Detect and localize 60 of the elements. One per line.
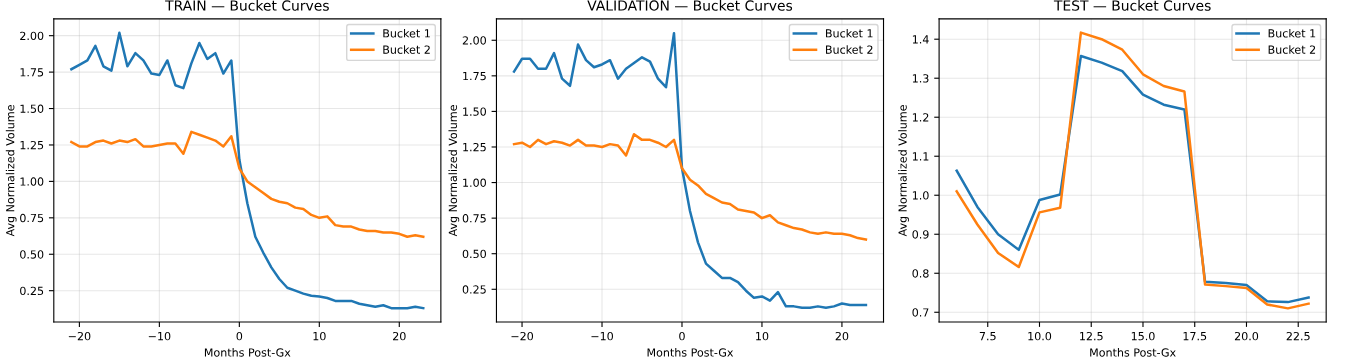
- legend-label: Bucket 2: [826, 45, 873, 54]
- legend-label: Bucket 1: [383, 28, 430, 38]
- y-tick-label: 0.25: [462, 285, 486, 294]
- x-tick-label: −20: [511, 331, 534, 341]
- line-series: [70, 130, 425, 239]
- y-axis-title: Avg Normalized Volume: [448, 105, 460, 237]
- y-tick-label: 0.8: [912, 269, 929, 278]
- y-tick-label: 0.25: [20, 286, 44, 296]
- y-tick-label: 0.9: [912, 230, 929, 239]
- y-tick-label: 1.75: [463, 71, 486, 81]
- y-axis-title: Avg Normalized Volume: [5, 105, 17, 237]
- legend-label: Bucket 1: [1268, 28, 1316, 38]
- y-tick-label: 0.50: [20, 250, 44, 259]
- x-tick-label: 0: [679, 331, 685, 341]
- x-axis-title: Months Post-Gx: [204, 348, 291, 357]
- line-series: [70, 31, 425, 310]
- legend-label: Bucket 2: [383, 45, 430, 54]
- y-tick-label: 0.50: [462, 249, 486, 259]
- x-tick-label: 20: [393, 331, 406, 341]
- x-tick-label: 15.0: [1131, 331, 1155, 341]
- x-tick-label: 20.0: [1234, 331, 1259, 341]
- x-tick-label: 10: [313, 331, 326, 341]
- y-tick-label: 1.00: [20, 177, 44, 186]
- y-tick-label: 1.1: [912, 152, 929, 161]
- y-tick-label: 2.00: [462, 36, 486, 45]
- line-series: [512, 132, 868, 241]
- y-tick-label: 1.00: [463, 178, 486, 187]
- y-tick-label: 1.4: [912, 35, 929, 44]
- y-tick-label: 1.50: [463, 107, 486, 116]
- x-tick-label: 0: [236, 331, 243, 341]
- y-tick-label: 0.75: [20, 213, 44, 223]
- x-tick-label: 10: [756, 331, 769, 341]
- y-tick-label: 1.25: [20, 140, 44, 150]
- y-tick-label: 0.7: [912, 308, 929, 317]
- y-tick-label: 2.00: [20, 31, 44, 41]
- x-tick-label: −20: [68, 331, 91, 341]
- x-tick-label: 22.5: [1286, 331, 1310, 341]
- x-tick-label: 7.5: [979, 332, 996, 341]
- legend-label: Bucket 1: [826, 28, 873, 38]
- y-tick-label: 1.2: [912, 113, 929, 122]
- x-tick-label: 10.0: [1028, 331, 1052, 341]
- line-series: [512, 31, 868, 310]
- y-tick-label: 0.75: [462, 214, 486, 223]
- legend-label: Bucket 2: [1268, 45, 1316, 54]
- chart-title: VALIDATION — Bucket Curves: [587, 0, 793, 11]
- y-tick-label: 1.0: [912, 191, 929, 200]
- y-tick-label: 1.50: [20, 104, 44, 113]
- x-tick-label: 20: [835, 331, 849, 341]
- x-tick-label: 17.5: [1183, 332, 1207, 341]
- y-tick-label: 1.25: [463, 142, 486, 152]
- chart-title: TEST — Bucket Curves: [1053, 0, 1211, 11]
- x-tick-label: 12.5: [1080, 331, 1103, 341]
- chart-title: TRAIN — Bucket Curves: [165, 0, 329, 11]
- y-tick-label: 1.75: [20, 68, 44, 77]
- x-tick-label: −10: [148, 331, 171, 341]
- y-tick-label: 1.3: [912, 74, 929, 83]
- x-axis-title: Months Post-Gx: [647, 348, 734, 357]
- x-tick-label: −10: [591, 331, 613, 341]
- y-axis-title: Avg Normalized Volume: [898, 105, 909, 237]
- x-axis-title: Months Post-Gx: [1090, 348, 1176, 357]
